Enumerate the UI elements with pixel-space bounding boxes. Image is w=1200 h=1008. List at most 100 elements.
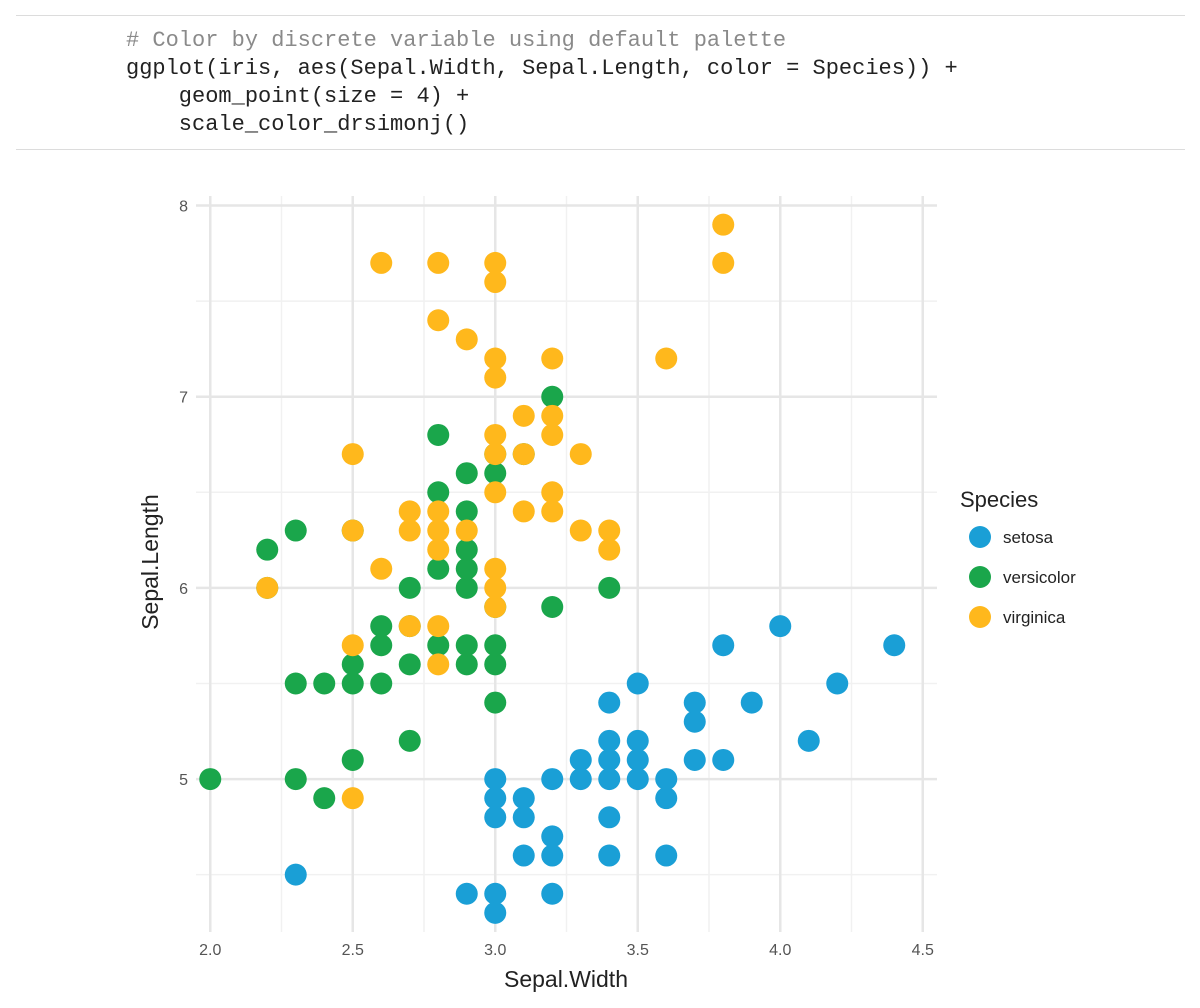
point-setosa — [883, 634, 906, 657]
point-versicolor — [427, 634, 450, 657]
point-versicolor — [370, 615, 393, 638]
point-setosa — [484, 787, 507, 810]
point-setosa — [569, 768, 592, 791]
x-tick-label: 4.0 — [769, 942, 791, 959]
x-tick-label: 3.5 — [627, 942, 649, 959]
point-virginica — [541, 500, 564, 523]
scatter-plot: 2.0 2.5 3.0 3.5 4.0 4.5 5 6 7 8 Sepal.Width Sepa… — [137, 196, 1076, 992]
code-block: # Color by discrete variable using defau… — [16, 15, 1185, 150]
point-virginica — [655, 347, 678, 370]
point-versicolor — [313, 672, 336, 695]
point-virginica — [598, 538, 621, 561]
legend-key-setosa — [969, 526, 991, 548]
point-virginica — [541, 404, 564, 427]
point-versicolor — [199, 768, 222, 791]
point-setosa — [598, 844, 621, 867]
point-virginica — [484, 251, 507, 274]
point-setosa — [541, 768, 564, 791]
point-virginica — [569, 443, 592, 466]
point-versicolor — [455, 557, 478, 580]
point-virginica — [398, 500, 421, 523]
point-versicolor — [484, 653, 507, 676]
legend-key-virginica — [969, 606, 991, 628]
point-setosa — [683, 748, 706, 771]
point-virginica — [341, 443, 364, 466]
point-virginica — [541, 347, 564, 370]
point-versicolor — [427, 481, 450, 504]
point-virginica — [569, 519, 592, 542]
point-virginica — [398, 615, 421, 638]
point-setosa — [512, 787, 535, 810]
legend-title: Species — [960, 487, 1038, 512]
point-virginica — [484, 347, 507, 370]
legend: Species setosa versicolor virginica — [960, 487, 1076, 628]
x-axis-ticks: 2.0 2.5 3.0 3.5 4.0 4.5 — [199, 942, 934, 959]
point-virginica — [512, 443, 535, 466]
point-virginica — [484, 596, 507, 619]
point-setosa — [712, 748, 735, 771]
point-versicolor — [398, 653, 421, 676]
x-tick-label: 4.5 — [912, 942, 934, 959]
point-setosa — [626, 729, 649, 752]
point-setosa — [484, 901, 507, 924]
point-versicolor — [541, 596, 564, 619]
point-virginica — [512, 500, 535, 523]
point-setosa — [655, 787, 678, 810]
legend-label-versicolor: versicolor — [1003, 568, 1076, 587]
point-setosa — [512, 844, 535, 867]
point-setosa — [683, 710, 706, 733]
grid-major — [196, 196, 937, 932]
point-setosa — [512, 806, 535, 829]
point-versicolor — [398, 576, 421, 599]
point-setosa — [541, 844, 564, 867]
point-setosa — [598, 691, 621, 714]
point-virginica — [484, 576, 507, 599]
point-virginica — [427, 653, 450, 676]
point-versicolor — [455, 576, 478, 599]
point-setosa — [826, 672, 849, 695]
point-setosa — [598, 768, 621, 791]
point-setosa — [626, 748, 649, 771]
point-virginica — [256, 576, 279, 599]
point-virginica — [484, 423, 507, 446]
point-virginica — [512, 404, 535, 427]
code-line-scale-color: scale_color_drsimonj() — [126, 112, 470, 137]
y-tick-label: 5 — [179, 772, 188, 789]
y-tick-label: 6 — [179, 581, 188, 598]
point-versicolor — [455, 500, 478, 523]
grid-minor — [196, 196, 937, 932]
point-setosa — [655, 768, 678, 791]
point-versicolor — [455, 653, 478, 676]
point-versicolor — [398, 729, 421, 752]
point-setosa — [455, 882, 478, 905]
point-setosa — [484, 806, 507, 829]
point-setosa — [598, 729, 621, 752]
code-comment-line: # Color by discrete variable using defau… — [126, 28, 787, 53]
x-tick-label: 3.0 — [484, 942, 506, 959]
point-setosa — [569, 748, 592, 771]
point-setosa — [712, 634, 735, 657]
point-versicolor — [427, 423, 450, 446]
point-setosa — [484, 882, 507, 905]
point-virginica — [370, 557, 393, 580]
point-virginica — [341, 634, 364, 657]
point-versicolor — [370, 672, 393, 695]
x-tick-label: 2.5 — [342, 942, 364, 959]
point-virginica — [484, 366, 507, 389]
y-axis-label: Sepal.Length — [137, 494, 163, 630]
code-line-geom-point: geom_point(size = 4) + — [126, 84, 470, 109]
point-virginica — [712, 251, 735, 274]
point-virginica — [427, 519, 450, 542]
point-virginica — [484, 557, 507, 580]
point-versicolor — [341, 672, 364, 695]
point-versicolor — [455, 634, 478, 657]
point-versicolor — [284, 672, 307, 695]
point-virginica — [427, 615, 450, 638]
data-points — [199, 213, 906, 924]
point-virginica — [712, 213, 735, 236]
point-setosa — [541, 882, 564, 905]
legend-key-versicolor — [969, 566, 991, 588]
y-tick-label: 7 — [179, 390, 188, 407]
point-virginica — [341, 519, 364, 542]
legend-label-virginica: virginica — [1003, 608, 1066, 627]
